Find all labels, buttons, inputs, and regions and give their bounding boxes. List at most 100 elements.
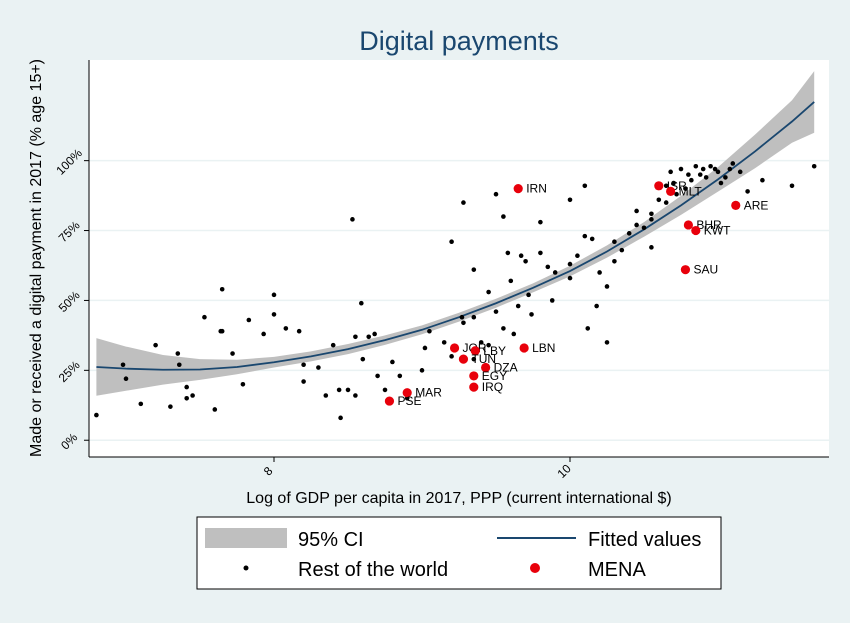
rest-of-world-point <box>372 331 377 337</box>
rest-of-world-point <box>582 233 588 239</box>
rest-of-world-point <box>718 180 724 186</box>
rest-of-world-point <box>246 317 252 323</box>
mena-point-label: MAR <box>415 386 442 400</box>
rest-of-world-point <box>656 197 662 203</box>
mena-point-label: IRN <box>526 182 547 196</box>
rest-of-world-point <box>641 225 647 231</box>
rest-of-world-point <box>760 177 765 183</box>
rest-of-world-point <box>176 362 182 368</box>
rest-of-world-point <box>715 169 721 175</box>
mena-point <box>731 200 741 210</box>
rest-of-world-point <box>449 354 454 359</box>
rest-of-world-point <box>138 401 144 407</box>
mena-point-label: KWT <box>704 224 731 238</box>
mena-point-label: DZA <box>494 361 518 375</box>
rest-of-world-point <box>545 264 551 270</box>
rest-of-world-point <box>678 166 684 172</box>
rest-of-world-point <box>271 312 277 317</box>
chart-title: Digital payments <box>359 26 559 56</box>
mena-point-label: LBY <box>483 344 506 358</box>
rest-of-world-point <box>390 359 395 365</box>
rest-of-world-point <box>582 183 588 189</box>
rest-of-world-point <box>336 387 342 393</box>
rest-of-world-point <box>505 250 511 256</box>
rest-of-world-point <box>649 217 654 222</box>
rest-of-world-point <box>486 289 491 295</box>
ci-layer <box>96 71 815 396</box>
mena-point-label: TUN <box>471 352 496 366</box>
rest-of-world-point <box>422 345 428 351</box>
rest-of-world-point <box>745 189 750 194</box>
mena-point-label: PSE <box>397 394 421 408</box>
rest-of-world-point <box>649 211 654 217</box>
mena-point-label: MLT <box>679 184 703 198</box>
rest-of-world-point <box>789 183 795 189</box>
rest-of-world-point <box>727 166 733 172</box>
rest-of-world-point <box>283 326 289 331</box>
mena-point <box>402 388 412 398</box>
rest-of-world-point <box>219 328 225 334</box>
points-layer <box>94 161 817 421</box>
rest-of-world-point <box>703 175 709 180</box>
rest-of-world-point <box>296 328 302 334</box>
mena-point <box>470 346 480 356</box>
mena-point <box>519 343 529 353</box>
rest-of-world-point <box>219 286 225 292</box>
legend-rest-swatch <box>243 565 249 571</box>
mena-point-label: SAU <box>693 263 718 277</box>
rest-of-world-point <box>585 326 591 331</box>
rest-of-world-point <box>604 340 610 345</box>
mena-point <box>654 181 664 191</box>
rest-of-world-point <box>597 270 602 275</box>
rest-of-world-point <box>375 373 380 379</box>
rest-of-world-point <box>120 362 126 368</box>
rest-of-world-point <box>261 331 266 337</box>
rest-of-world-point <box>190 393 195 398</box>
y-axis-label: Made or received a digital payment in 20… <box>28 59 45 457</box>
rest-of-world-point <box>619 247 625 253</box>
legend-ci-swatch <box>205 528 287 548</box>
rest-of-world-point <box>663 200 669 205</box>
rest-of-world-point <box>316 365 321 370</box>
rest-of-world-point <box>175 351 181 356</box>
rest-of-world-point <box>345 387 351 393</box>
rest-of-world-point <box>575 253 580 259</box>
rest-of-world-point <box>501 214 506 219</box>
rest-of-world-point <box>449 239 454 245</box>
rest-of-world-point <box>567 275 573 281</box>
mena-point <box>680 265 691 275</box>
rest-of-world-point <box>693 163 699 169</box>
legend-mena-swatch <box>530 563 540 573</box>
rest-of-world-point <box>626 231 632 236</box>
rest-of-world-point <box>153 342 158 348</box>
rest-of-world-point <box>168 404 173 409</box>
mena-point <box>481 362 491 373</box>
rest-of-world-point <box>612 258 617 264</box>
mena-point <box>683 220 694 230</box>
rest-of-world-point <box>323 393 329 398</box>
rest-of-world-point <box>471 267 477 272</box>
mena-point <box>449 343 460 353</box>
rest-of-world-point <box>712 166 718 172</box>
fit-layer <box>96 101 815 371</box>
mena-point-label: LBN <box>532 341 555 355</box>
rest-of-world-point <box>730 161 736 166</box>
rest-of-world-point <box>230 351 235 356</box>
rest-of-world-point <box>552 270 558 275</box>
rest-of-world-point <box>471 356 477 362</box>
rest-of-world-point <box>811 163 817 169</box>
legend: 95% CI Fitted values Rest of the world M… <box>196 516 722 590</box>
rest-of-world-point <box>338 415 343 421</box>
rest-of-world-point <box>461 200 466 205</box>
rest-of-world-point <box>683 186 688 191</box>
rest-of-world-point <box>397 373 403 379</box>
rest-of-world-point <box>511 331 517 337</box>
rest-of-world-point <box>94 412 99 418</box>
rest-of-world-point <box>538 250 543 256</box>
rest-of-world-point <box>649 245 654 250</box>
mena-point <box>666 186 676 197</box>
rest-of-world-point <box>360 356 366 362</box>
rest-of-world-point <box>508 278 514 284</box>
rest-of-world-point <box>353 334 358 340</box>
